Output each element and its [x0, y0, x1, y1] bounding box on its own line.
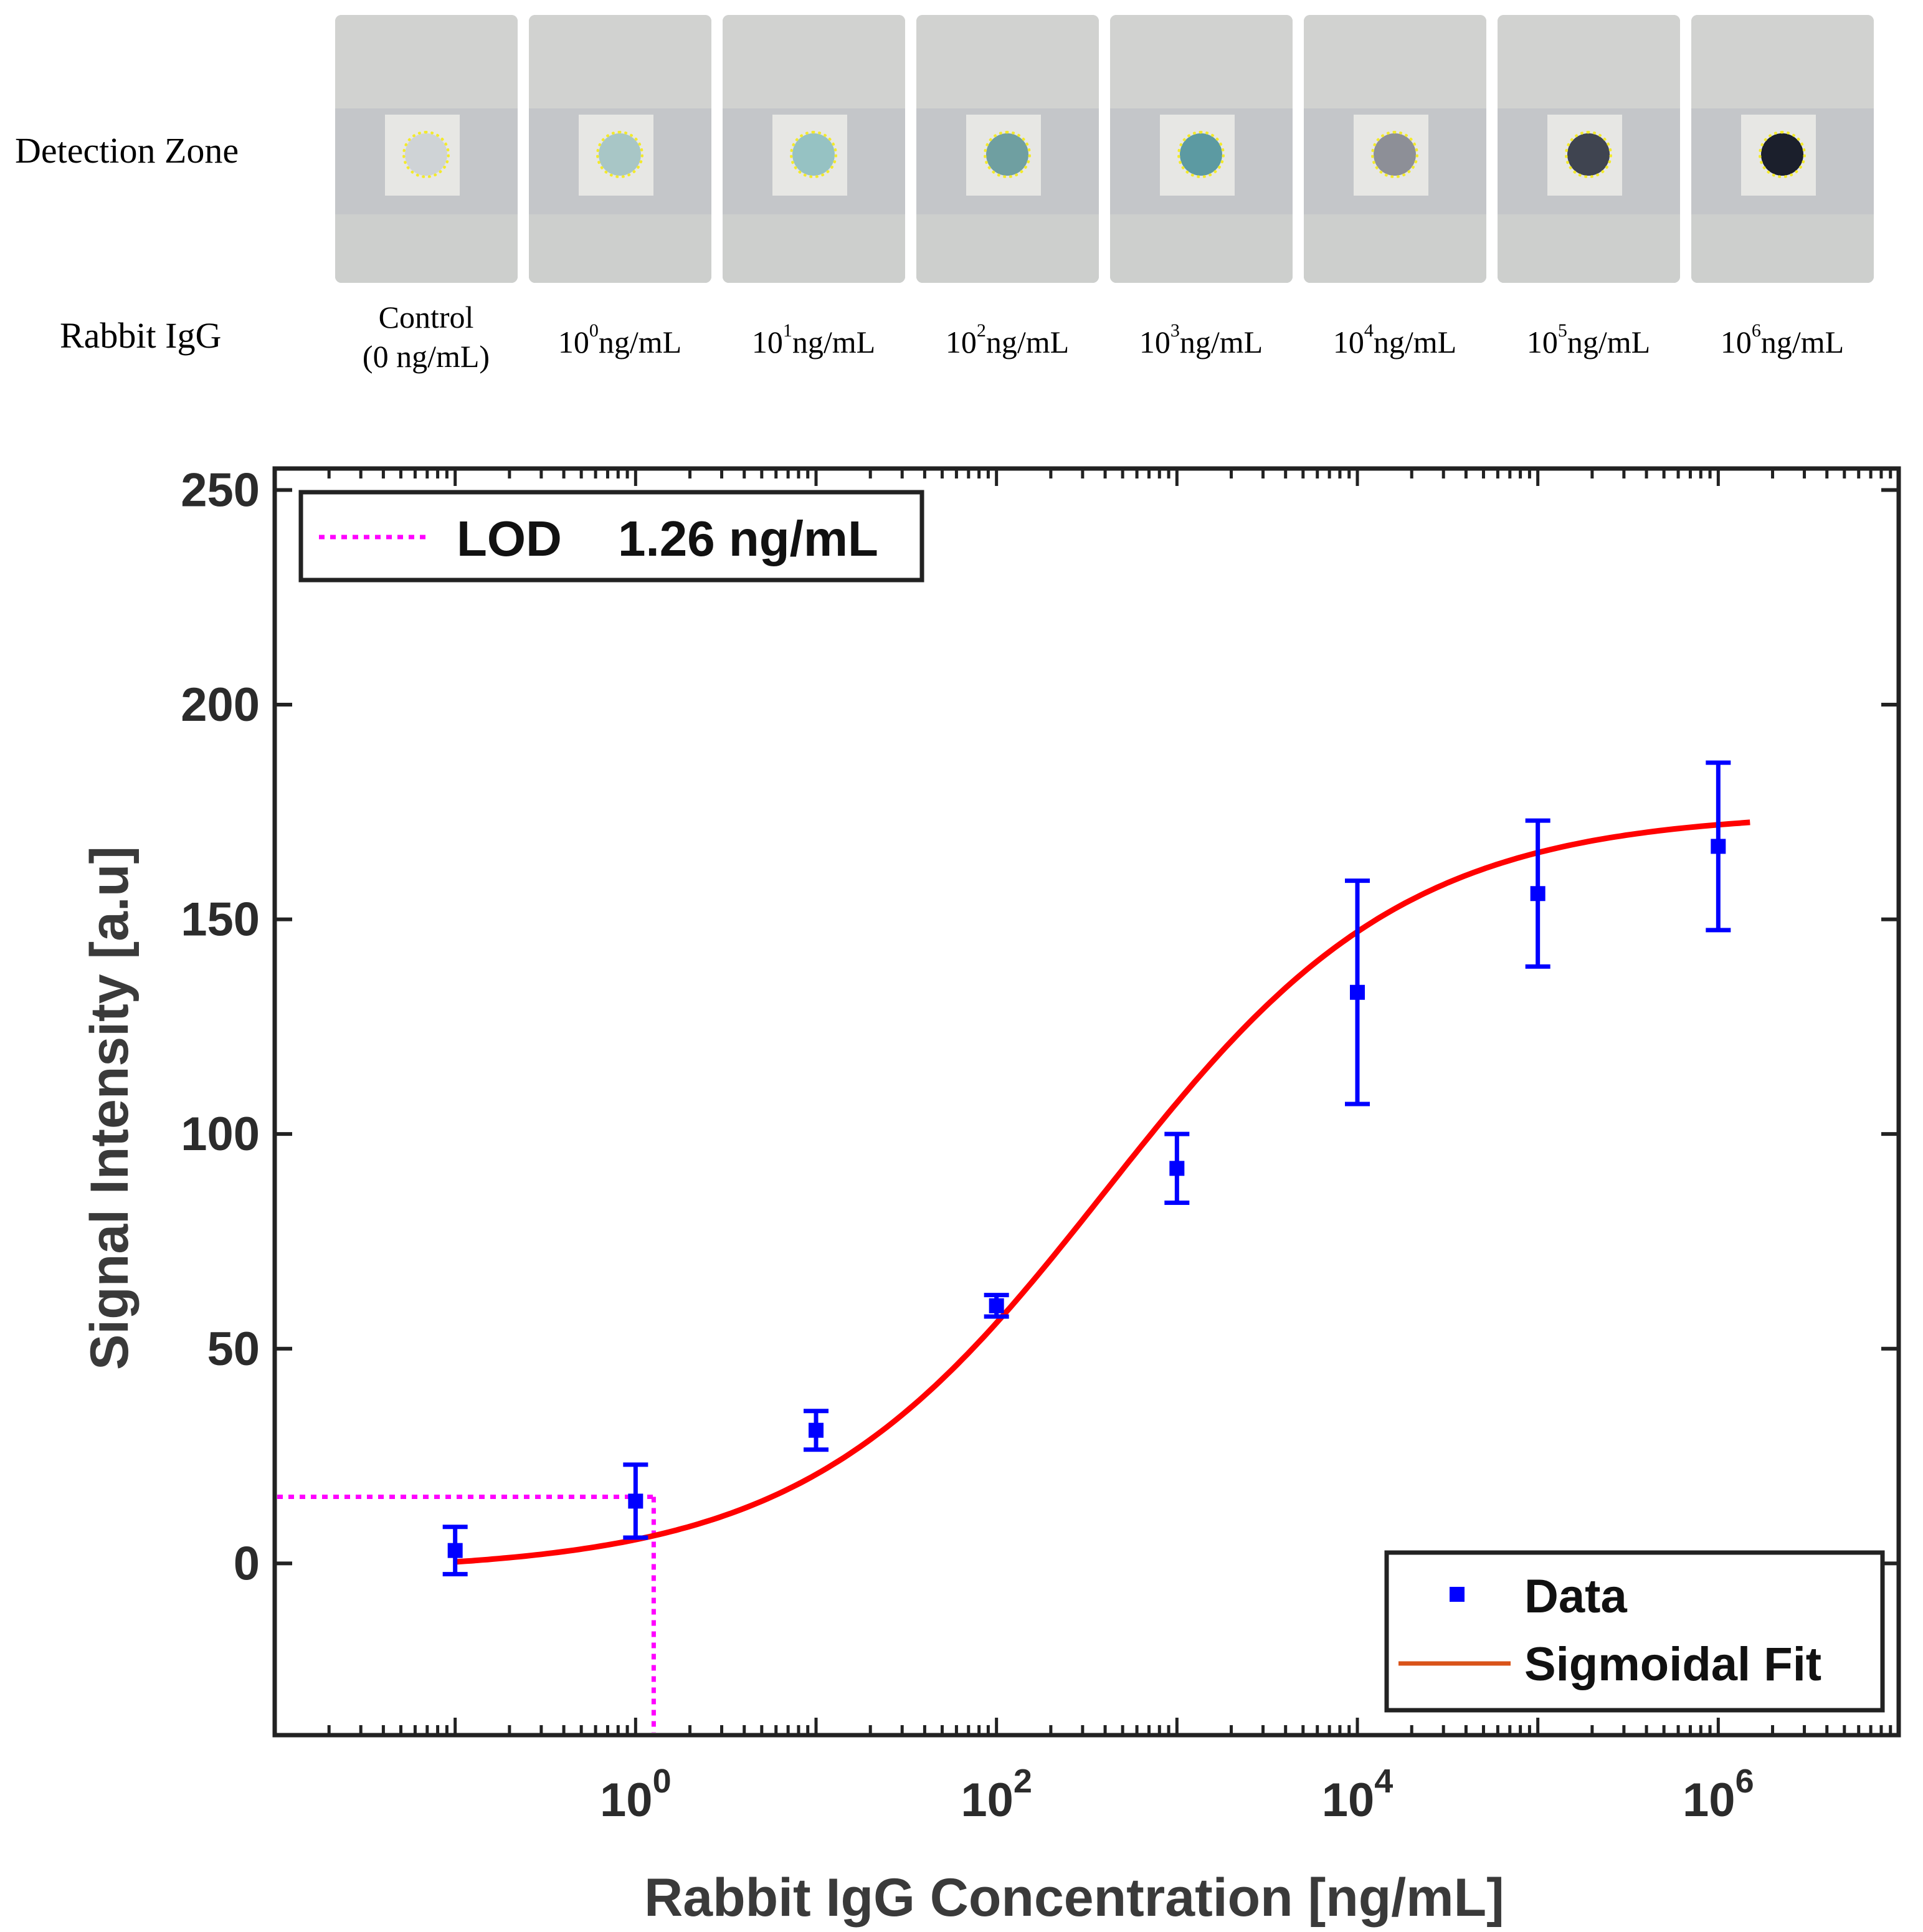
concentration-unit: ng/mL: [1567, 325, 1651, 359]
concentration-base: 10: [1332, 325, 1364, 359]
concentration-label: 101ng/mL: [720, 320, 907, 362]
concentration-label: 102ng/mL: [914, 320, 1101, 362]
lod-legend-box: [298, 490, 924, 583]
lod-legend-value: 1.26 ng/mL: [618, 511, 878, 566]
x-tick-exponent: 4: [1374, 1763, 1393, 1800]
x-tick-label: 104: [1322, 1763, 1394, 1827]
concentration-label: 100ng/mL: [526, 320, 713, 362]
concentration-label: Control (0 ng/mL): [333, 298, 520, 376]
data-point: [1706, 760, 1731, 933]
x-tick-label: 102: [961, 1763, 1032, 1827]
concentration-base: 10: [1139, 325, 1170, 359]
concentration-exponent: 2: [976, 320, 986, 341]
y-tick-label: 100: [181, 1108, 260, 1161]
detection-strip-photo: [916, 15, 1099, 283]
lod-legend-label: LOD: [457, 511, 562, 566]
concentration-unit: ng/mL: [1760, 325, 1845, 359]
data-marker: [1711, 839, 1726, 854]
x-tick-base: 10: [600, 1774, 653, 1827]
concentration-label: 106ng/mL: [1689, 320, 1876, 362]
data-point: [804, 1409, 829, 1452]
y-tick-label: 50: [207, 1323, 260, 1376]
data-marker: [809, 1422, 824, 1438]
detection-zone-ring: [1177, 131, 1225, 178]
control-label-line1: Control: [378, 300, 474, 335]
detection-zone-ring: [1371, 131, 1418, 178]
detection-strip-photo: [1691, 15, 1874, 283]
concentration-base: 10: [1526, 325, 1558, 359]
detection-zone-ring: [1759, 131, 1806, 178]
concentration-unit: ng/mL: [598, 325, 682, 359]
concentration-exponent: 6: [1751, 320, 1761, 341]
data-point: [442, 1525, 468, 1577]
concentration-base: 10: [1720, 325, 1752, 359]
x-tick-base: 10: [961, 1774, 1014, 1827]
detection-zone-ring: [596, 131, 643, 178]
legend-data-label: Data: [1524, 1570, 1627, 1623]
x-tick-base: 10: [1683, 1774, 1735, 1827]
x-tick-label: 106: [1683, 1763, 1754, 1827]
detection-zone-ring: [402, 131, 450, 178]
y-tick-label: 200: [181, 678, 260, 731]
concentration-exponent: 0: [589, 320, 599, 341]
concentration-label: 104ng/mL: [1301, 320, 1488, 362]
data-point: [1525, 818, 1550, 969]
x-tick-exponent: 2: [1014, 1763, 1032, 1800]
series-legend-box: [1384, 1550, 1885, 1713]
detection-strip-photo: [335, 15, 518, 283]
data-point: [623, 1462, 648, 1540]
detection-zone-label: Detection Zone: [15, 130, 239, 171]
y-tick-label: 250: [181, 464, 260, 516]
rabbit-igg-label: Rabbit IgG: [60, 315, 222, 356]
plot-frame: [272, 466, 1901, 1738]
x-axis-title: Rabbit IgG Concentration [ng/mL]: [644, 1868, 1504, 1928]
data-marker: [447, 1543, 463, 1558]
concentration-exponent: 4: [1364, 320, 1374, 341]
legend-data-marker: [1450, 1587, 1465, 1602]
detection-strip-photo: [1498, 15, 1680, 283]
detection-zone-ring: [1565, 131, 1612, 178]
x-tick-base: 10: [1322, 1774, 1375, 1827]
legend-fit-label: Sigmoidal Fit: [1524, 1638, 1821, 1691]
concentration-base: 10: [945, 325, 977, 359]
concentration-base: 10: [558, 325, 589, 359]
detection-strip-photo: [1304, 15, 1486, 283]
data-point: [1345, 878, 1370, 1106]
data-marker: [1530, 886, 1546, 902]
detection-strip-photo: [1110, 15, 1293, 283]
concentration-unit: ng/mL: [1179, 325, 1263, 359]
detection-strip-photo: [529, 15, 711, 283]
concentration-exponent: 3: [1170, 320, 1180, 341]
data-marker: [628, 1493, 643, 1509]
data-marker: [1350, 984, 1365, 1000]
y-axis-title: Signal Intensity [a.u]: [80, 846, 140, 1370]
concentration-unit: ng/mL: [1373, 325, 1457, 359]
data-point: [984, 1293, 1009, 1319]
sigmoidal-fit-curve: [455, 819, 1750, 1565]
concentration-exponent: 5: [1557, 320, 1567, 341]
concentration-unit: ng/mL: [985, 325, 1070, 359]
detection-zone-ring: [790, 131, 837, 178]
detection-zone-ring: [984, 131, 1031, 178]
data-marker: [989, 1298, 1004, 1313]
x-tick-label: 100: [600, 1763, 672, 1827]
concentration-base: 10: [751, 325, 783, 359]
concentration-label: 103ng/mL: [1108, 320, 1294, 362]
data-marker: [1169, 1161, 1185, 1176]
control-label-line2: (0 ng/mL): [362, 338, 490, 374]
x-tick-exponent: 6: [1735, 1763, 1754, 1800]
y-tick-label: 0: [234, 1537, 260, 1590]
data-point: [1164, 1131, 1190, 1205]
x-tick-exponent: 0: [653, 1763, 672, 1800]
detection-strip-photo: [723, 15, 905, 283]
concentration-label: 105ng/mL: [1495, 320, 1682, 362]
y-tick-label: 150: [181, 893, 260, 946]
concentration-unit: ng/mL: [792, 325, 876, 359]
concentration-exponent: 1: [782, 320, 792, 341]
